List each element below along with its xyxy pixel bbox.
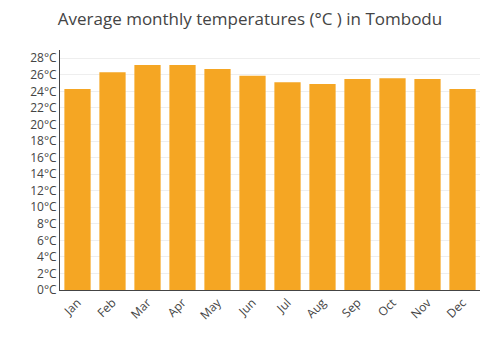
svg-text:10°C: 10°C xyxy=(30,198,57,215)
svg-text:May: May xyxy=(196,294,225,323)
svg-text:Sep: Sep xyxy=(338,294,365,321)
svg-text:26°C: 26°C xyxy=(30,66,57,83)
svg-text:Dec: Dec xyxy=(443,294,470,321)
svg-text:4°C: 4°C xyxy=(37,248,57,265)
svg-text:Mar: Mar xyxy=(127,294,155,322)
svg-text:12°C: 12°C xyxy=(30,182,57,199)
svg-text:2°C: 2°C xyxy=(37,265,57,282)
svg-text:Aug: Aug xyxy=(302,294,330,322)
svg-text:Feb: Feb xyxy=(93,294,119,320)
svg-text:Average monthly temperatures (: Average monthly temperatures (°C ) in To… xyxy=(58,7,442,30)
svg-text:8°C: 8°C xyxy=(37,215,57,232)
svg-text:Apr: Apr xyxy=(164,294,190,320)
svg-text:28°C: 28°C xyxy=(30,49,57,66)
svg-text:14°C: 14°C xyxy=(30,165,57,182)
svg-text:Jan: Jan xyxy=(60,294,85,319)
svg-text:Jul: Jul xyxy=(272,294,294,316)
svg-text:Jun: Jun xyxy=(234,294,259,319)
svg-text:Oct: Oct xyxy=(374,294,400,320)
svg-text:Nov: Nov xyxy=(407,294,435,322)
svg-text:18°C: 18°C xyxy=(30,132,57,149)
svg-text:0°C: 0°C xyxy=(37,281,57,298)
svg-text:20°C: 20°C xyxy=(30,116,57,133)
svg-text:6°C: 6°C xyxy=(37,232,57,249)
svg-text:22°C: 22°C xyxy=(30,99,57,116)
svg-text:16°C: 16°C xyxy=(30,149,57,166)
svg-text:24°C: 24°C xyxy=(30,83,57,100)
